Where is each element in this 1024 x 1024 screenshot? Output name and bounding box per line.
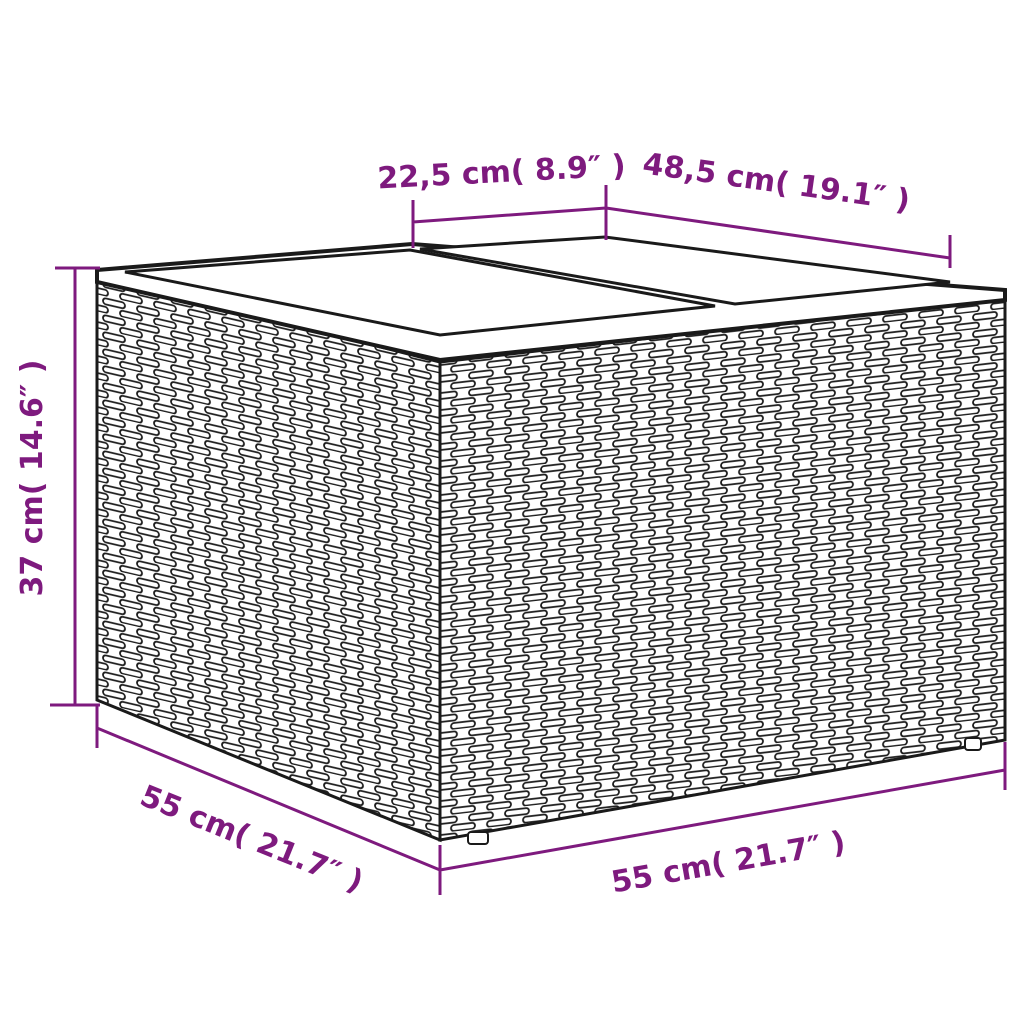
top-panel-right bbox=[419, 235, 951, 306]
front-width-label: 55 cm( 21.7″ ) bbox=[609, 825, 848, 901]
foot-front bbox=[467, 831, 489, 845]
right-face bbox=[438, 296, 1007, 842]
height-label: 37 cm( 14.6″ ) bbox=[15, 360, 50, 597]
left-face bbox=[95, 273, 442, 843]
foot-right bbox=[964, 737, 982, 751]
dimension-lines bbox=[50, 185, 1007, 895]
top-depth-label: 48,5 cm( 19.1″ ) bbox=[641, 147, 913, 219]
top-panel-width-label: 22,5 cm( 8.9″ ) bbox=[377, 149, 627, 197]
wicker-box bbox=[95, 235, 1007, 845]
top-panel-left bbox=[124, 248, 716, 337]
